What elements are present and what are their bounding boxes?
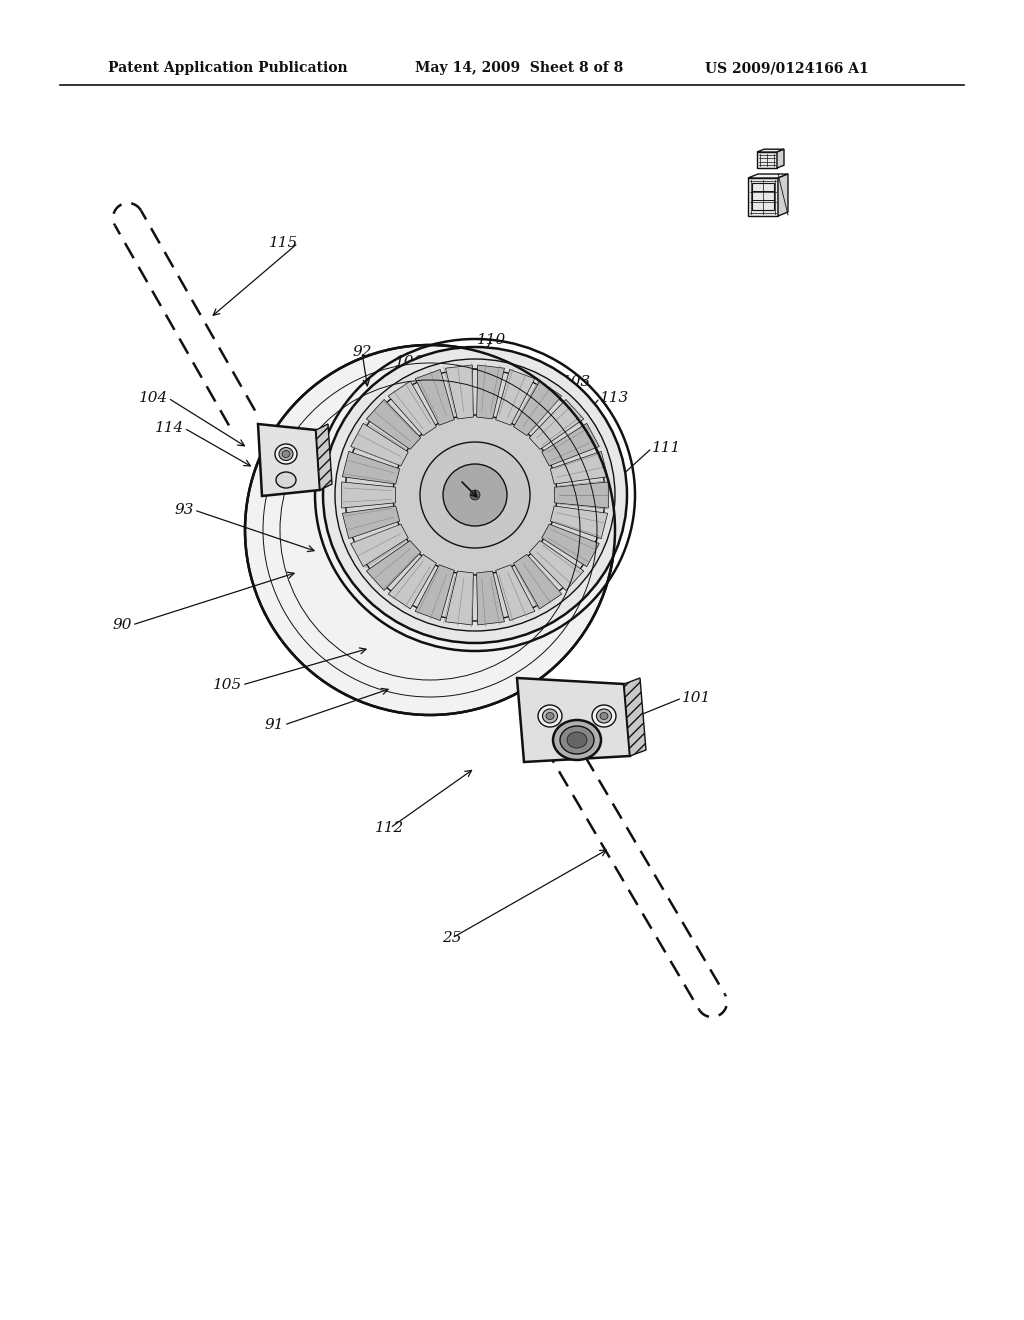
- Text: 106: 106: [395, 355, 425, 370]
- Circle shape: [245, 345, 615, 715]
- Polygon shape: [415, 370, 455, 425]
- Polygon shape: [529, 541, 584, 590]
- Polygon shape: [415, 565, 455, 620]
- Text: 114: 114: [155, 421, 184, 436]
- Polygon shape: [342, 506, 399, 539]
- Polygon shape: [496, 370, 535, 425]
- Text: 115: 115: [268, 236, 298, 249]
- Polygon shape: [367, 400, 421, 449]
- Polygon shape: [778, 174, 788, 216]
- Ellipse shape: [420, 442, 530, 548]
- Text: US 2009/0124166 A1: US 2009/0124166 A1: [705, 61, 868, 75]
- Ellipse shape: [546, 713, 554, 719]
- Ellipse shape: [279, 447, 293, 461]
- Polygon shape: [777, 149, 784, 168]
- Polygon shape: [550, 451, 607, 484]
- Polygon shape: [555, 482, 608, 508]
- Ellipse shape: [393, 414, 557, 576]
- Polygon shape: [542, 524, 599, 566]
- Text: 103: 103: [562, 375, 591, 389]
- Polygon shape: [517, 678, 630, 762]
- Ellipse shape: [345, 370, 605, 620]
- Polygon shape: [757, 149, 784, 152]
- Polygon shape: [350, 424, 409, 466]
- Polygon shape: [342, 451, 399, 484]
- Polygon shape: [342, 482, 395, 508]
- Ellipse shape: [553, 719, 601, 760]
- Polygon shape: [445, 366, 473, 418]
- Polygon shape: [388, 554, 436, 609]
- Ellipse shape: [597, 709, 611, 723]
- Polygon shape: [350, 524, 409, 566]
- Ellipse shape: [560, 726, 594, 754]
- Text: 101: 101: [682, 690, 712, 705]
- Polygon shape: [748, 178, 778, 216]
- Text: 92: 92: [352, 345, 372, 359]
- Polygon shape: [476, 572, 505, 624]
- Text: Patent Application Publication: Patent Application Publication: [108, 61, 347, 75]
- Polygon shape: [316, 424, 332, 490]
- Circle shape: [470, 490, 480, 500]
- Polygon shape: [388, 381, 436, 436]
- Polygon shape: [757, 152, 777, 168]
- Ellipse shape: [282, 450, 290, 458]
- Ellipse shape: [275, 444, 297, 465]
- Ellipse shape: [600, 713, 608, 719]
- Text: 110: 110: [477, 333, 507, 347]
- Polygon shape: [476, 366, 505, 418]
- Text: 105: 105: [213, 678, 242, 692]
- Polygon shape: [624, 678, 646, 756]
- Text: 93: 93: [174, 503, 194, 517]
- Ellipse shape: [443, 465, 507, 525]
- Ellipse shape: [276, 473, 296, 488]
- Ellipse shape: [323, 347, 627, 643]
- Text: 91: 91: [264, 718, 284, 733]
- Text: May 14, 2009  Sheet 8 of 8: May 14, 2009 Sheet 8 of 8: [415, 61, 624, 75]
- Polygon shape: [514, 554, 562, 609]
- Polygon shape: [529, 400, 584, 449]
- Ellipse shape: [592, 705, 616, 727]
- Polygon shape: [550, 506, 607, 539]
- Polygon shape: [514, 381, 562, 436]
- Ellipse shape: [543, 709, 557, 723]
- Ellipse shape: [567, 733, 587, 748]
- Ellipse shape: [538, 705, 562, 727]
- Polygon shape: [496, 565, 535, 620]
- Polygon shape: [258, 424, 319, 496]
- Text: 104: 104: [138, 391, 168, 405]
- Text: 25: 25: [442, 931, 462, 945]
- Text: 111: 111: [652, 441, 681, 455]
- Text: 112: 112: [376, 821, 404, 836]
- Text: 90: 90: [113, 618, 132, 632]
- Ellipse shape: [335, 359, 615, 631]
- Polygon shape: [445, 572, 473, 624]
- Text: 113: 113: [600, 391, 630, 405]
- Polygon shape: [748, 174, 788, 178]
- Polygon shape: [542, 424, 599, 466]
- Polygon shape: [367, 541, 421, 590]
